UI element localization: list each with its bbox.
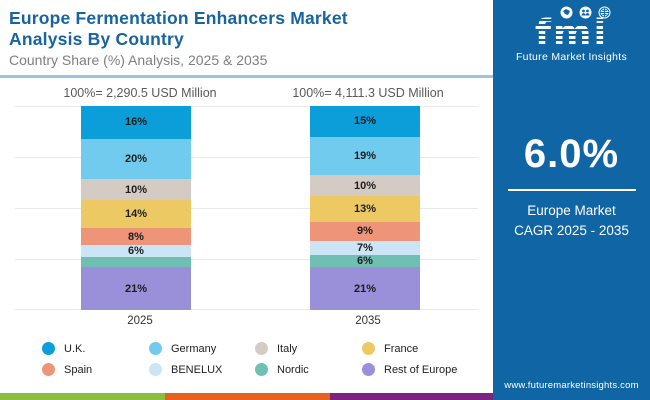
legend-label-benelux: BENELUX [171,363,223,376]
gridline-75 [15,157,478,158]
bar-segment-nordic-2035: 6% [310,254,420,268]
legend-item-rest-of-europe: Rest of Europe [362,363,492,376]
legend: U.K. Germany Italy France Spain BENELUX Nordic… [42,342,492,376]
legend-label-germany: Germany [171,342,217,355]
legend-item-spain: Spain [42,363,149,376]
bar-segment-nordic-2025 [81,256,191,268]
legend-item-france: France [362,342,492,355]
bar-segment-france-2035: 13% [310,195,420,223]
people-icon [579,6,592,19]
bar-2025: 16% 20% 10% 14% 8% 6% 21% [81,106,191,310]
x-label-2025: 2025 [127,315,153,327]
stripe-green [0,393,165,400]
cagr-value: 6.0% [523,132,620,176]
map-icon [560,6,573,19]
globe-icon [598,6,611,19]
logo-wordmark: fmi [493,15,650,52]
bar-2035: 15% 19% 10% 13% 9% 7% 6% 21% [310,106,420,310]
cagr-label: Europe Market CAGR 2025 - 2035 [493,201,650,241]
bar-segment-italy-2035: 10% [310,175,420,196]
legend-label-spain: Spain [64,363,93,376]
legend-label-nordic: Nordic [277,363,309,376]
legend-item-germany: Germany [149,342,255,355]
gridline-50 [15,208,478,209]
chart-section: Europe Fermentation Enhancers Market Ana… [0,8,493,400]
cagr-rule [507,189,636,191]
page-subtitle: Country Share (%) Analysis, 2025 & 2035 [9,52,268,68]
legend-item-nordic: Nordic [255,363,362,376]
bar-segment-rest-of-europe-2035: 21% [310,267,420,310]
logo-subtext: Future Market Insights [515,51,628,63]
legend-label-italy: Italy [277,342,298,355]
bar-segment-germany-2025: 20% [81,138,191,180]
bar-segment-germany-2035: 19% [310,136,420,176]
bar-segment-italy-2025: 10% [81,179,191,200]
stripe-orange [165,393,330,400]
x-label-2035: 2035 [355,315,381,327]
cagr-label-line1: Europe Market [527,203,616,218]
legend-item-u-k: U.K. [42,342,149,355]
gridline-0 [15,309,478,310]
fmi-logo: fmi Future Market Insights [493,6,650,63]
bar-segment-rest-of-europe-2025: 21% [81,267,191,310]
title-line2: Analysis By Country [9,29,184,49]
legend-dot-benelux [149,363,162,376]
bar-segment-benelux-2035: 7% [310,240,420,255]
legend-dot-rest-of-europe [362,363,375,376]
total-2035-label: 100%= 4,111.3 USD Million [292,86,444,100]
bar-segment-spain-2035: 9% [310,222,420,241]
cagr-label-line2: CAGR 2025 - 2035 [514,223,629,238]
legend-dot-spain [42,363,55,376]
legend-label-france: France [384,342,419,355]
bar-segment-france-2025: 14% [81,199,191,229]
logo-icons [521,6,650,20]
page-title: Europe Fermentation Enhancers Market Ana… [9,8,479,50]
footer-stripe [0,393,493,400]
website-url: www.futuremarketinsights.com [504,380,639,391]
header-divider [0,75,493,78]
bar-segment-u-k-2025: 16% [81,106,191,139]
legend-label-rest-of-europe: Rest of Europe [384,363,458,376]
legend-dot-france [362,342,375,355]
legend-dot-nordic [255,363,268,376]
title-line1: Europe Fermentation Enhancers Market [9,8,348,28]
bar-segment-u-k-2035: 15% [310,106,420,137]
stripe-purple [330,393,493,400]
cagr-block: 6.0% Europe Market CAGR 2025 - 2035 [493,132,650,241]
legend-label-u-k: U.K. [64,342,86,355]
gridline-25 [15,259,478,260]
bar-segment-spain-2025: 8% [81,228,191,245]
gridline-100 [15,106,478,107]
legend-dot-germany [149,342,162,355]
legend-item-benelux: BENELUX [149,363,255,376]
legend-dot-u-k [42,342,55,355]
legend-dot-italy [255,342,268,355]
stacked-bar-plot: 16% 20% 10% 14% 8% 6% 21% 15% 19% 10% 13% 9% 7% 6% 21… [0,106,493,310]
bar-segment-benelux-2025: 6% [81,244,191,257]
brand-panel: fmi Future Market Insights 6.0% Europe M… [493,0,650,400]
total-2025-label: 100%= 2,290.5 USD Million [63,86,217,100]
legend-item-italy: Italy [255,342,362,355]
